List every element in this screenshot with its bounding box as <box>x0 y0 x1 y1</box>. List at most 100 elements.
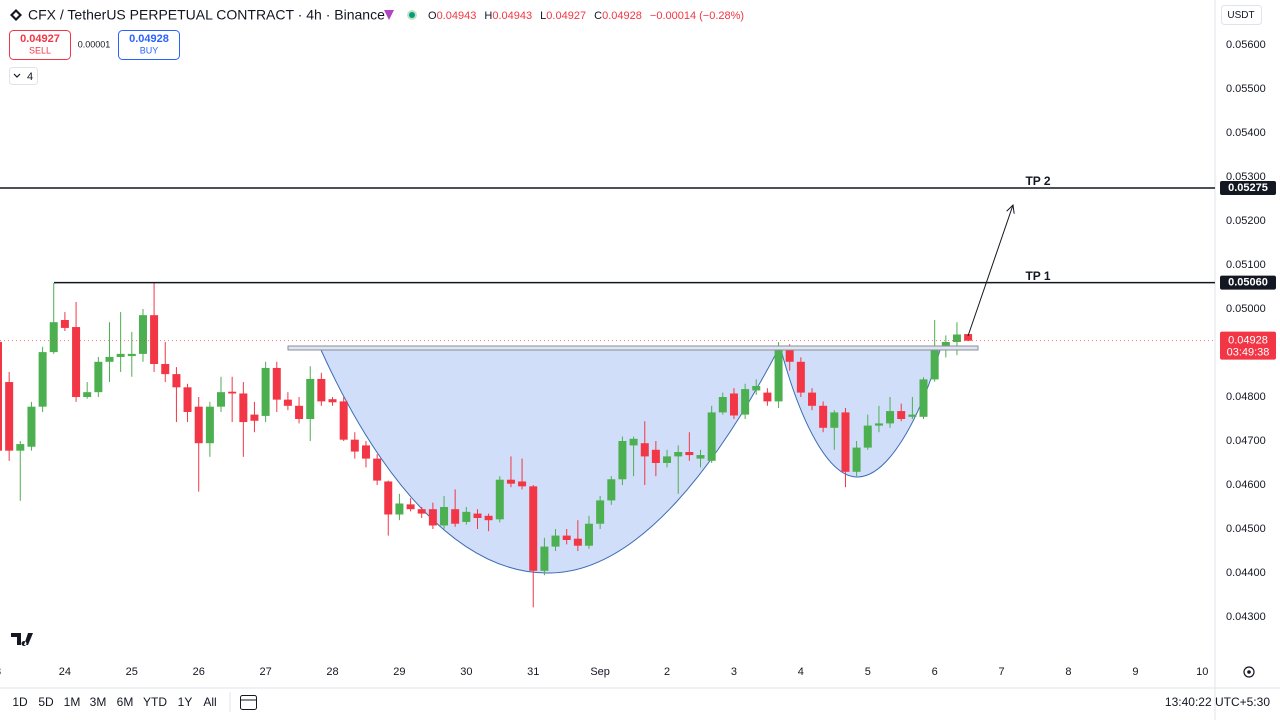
range-button[interactable]: 1M <box>64 695 81 709</box>
target-arrow <box>967 205 1013 337</box>
ohlc-value: 0.04943 <box>492 10 532 22</box>
target-price-label: 0.05060 <box>1228 277 1268 289</box>
symbol-icon[interactable] <box>10 9 22 21</box>
x-tick-label: 26 <box>193 666 205 678</box>
plot-area <box>0 283 1215 608</box>
candle-body <box>651 449 660 463</box>
target-price-label: 0.05275 <box>1228 182 1268 194</box>
ohlc-value: 0.04927 <box>546 10 586 22</box>
buy-price: 0.04928 <box>129 33 169 45</box>
sell-label: SELL <box>29 45 51 55</box>
ohlc-label: H <box>484 10 492 22</box>
candle-body <box>373 458 382 481</box>
candle-body <box>161 364 170 375</box>
candle-body <box>440 507 449 526</box>
candle-body <box>228 391 237 394</box>
flag-icon[interactable] <box>384 10 394 20</box>
range-button[interactable]: 1Y <box>178 695 193 709</box>
candle-body <box>283 399 292 406</box>
currency-button[interactable] <box>1221 5 1262 25</box>
candle-body <box>874 423 883 426</box>
candle-body <box>295 405 304 419</box>
range-button[interactable]: 5D <box>38 695 54 709</box>
y-tick-label: 0.05000 <box>1226 303 1266 315</box>
candle-body <box>328 399 337 403</box>
candle-body <box>964 334 973 341</box>
range-button[interactable]: 3M <box>90 695 107 709</box>
x-tick-label: 31 <box>527 666 539 678</box>
candle-body <box>5 382 14 451</box>
target-price-box <box>1220 181 1276 195</box>
candle-body <box>930 349 939 380</box>
x-tick-label: Sep <box>590 666 610 678</box>
candle-body <box>908 414 917 417</box>
clock[interactable]: 13:40:22 UTC+5:30 <box>1165 695 1270 709</box>
range-button[interactable]: YTD <box>143 695 167 709</box>
y-tick-label: 0.04300 <box>1226 611 1266 623</box>
candle-body <box>663 456 672 463</box>
countdown: 03:49:38 <box>1227 347 1270 359</box>
buy-button[interactable] <box>118 30 180 60</box>
x-tick-label: 6 <box>932 666 938 678</box>
candle-body <box>952 334 961 342</box>
y-tick-label: 0.05300 <box>1226 171 1266 183</box>
candle-body <box>607 479 616 501</box>
candle-body <box>127 353 136 357</box>
ohlc-label: L <box>540 10 546 22</box>
settings-icon[interactable] <box>1243 666 1255 678</box>
candle-body <box>674 452 683 457</box>
candle-body <box>194 406 203 444</box>
y-tick-label: 0.05200 <box>1226 215 1266 227</box>
candle-body <box>350 439 359 452</box>
range-button[interactable]: 6M <box>117 695 134 709</box>
candle-body <box>361 445 370 459</box>
x-tick-label: 27 <box>259 666 271 678</box>
candle-body <box>741 389 750 415</box>
candle-body <box>462 511 471 522</box>
x-tick-label: 5 <box>865 666 871 678</box>
candle-body <box>808 392 817 406</box>
ohlc-legend: O0.04943 H0.04943 L0.04927 C0.04928 −0.0… <box>428 10 744 22</box>
logo <box>11 633 33 646</box>
range-button[interactable]: 1D <box>12 695 28 709</box>
candle-body <box>640 443 649 457</box>
range-button[interactable]: All <box>203 695 216 709</box>
candle-body <box>272 367 281 400</box>
spread: 0.00001 <box>78 39 111 49</box>
candle-body <box>540 546 549 571</box>
candle-body <box>830 412 839 428</box>
sell-button[interactable] <box>9 30 71 60</box>
candle-body <box>38 352 47 407</box>
candle-body <box>506 479 515 484</box>
candle-body <box>172 374 181 388</box>
indicators-toggle[interactable] <box>9 67 38 85</box>
x-tick-label: 28 <box>326 666 338 678</box>
candle-body <box>718 397 727 413</box>
buy-label: BUY <box>140 45 159 55</box>
ohlc-value: 0.04928 <box>602 10 642 22</box>
x-tick-label: 3 <box>0 666 1 678</box>
chevron-icon <box>13 73 21 78</box>
calendar-icon[interactable] <box>240 695 257 710</box>
candle-body <box>562 535 571 540</box>
currency: USDT <box>1227 10 1254 21</box>
symbol-title[interactable]: CFX / TetherUS PERPETUAL CONTRACT · 4h ·… <box>28 7 385 23</box>
candle-body <box>250 414 259 421</box>
candle-body <box>841 412 850 472</box>
status-dot <box>409 12 415 18</box>
candle-body <box>852 447 861 472</box>
candle-body <box>395 503 404 515</box>
candle-body <box>239 393 248 423</box>
candle-body <box>551 535 560 547</box>
candle-body <box>752 386 761 391</box>
candle-body <box>707 412 716 461</box>
x-tick-label: 9 <box>1132 666 1138 678</box>
candle-body <box>384 481 393 515</box>
sell-price: 0.04927 <box>20 33 60 45</box>
candle-body <box>518 481 527 487</box>
candle-body <box>150 315 159 364</box>
x-tick-label: 3 <box>731 666 737 678</box>
target-label: TP 2 <box>1025 174 1050 188</box>
